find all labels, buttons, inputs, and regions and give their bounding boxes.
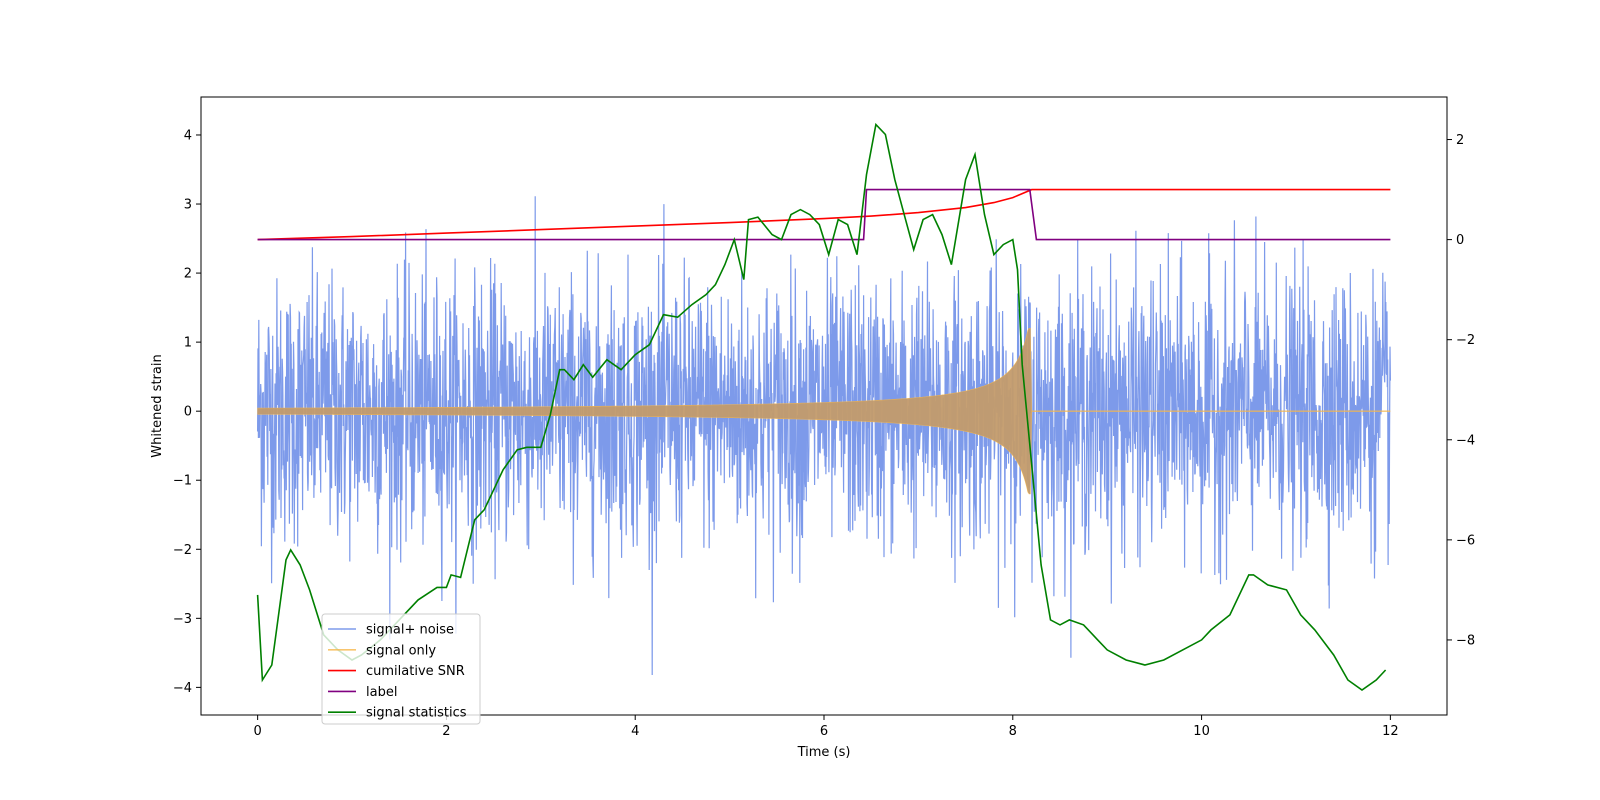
y-left-tick-label: 2	[184, 267, 192, 282]
y-left-tick-label: 1	[184, 336, 192, 351]
x-tick-label: 6	[820, 724, 828, 739]
right-y-axis-ticks: −8 −6 −4 −2 0 2	[1447, 133, 1475, 648]
x-tick-label: 4	[631, 724, 639, 739]
y-left-tick-label: −1	[173, 474, 192, 489]
y-axis-label: Whitened strain	[150, 354, 165, 457]
legend-label: signal only	[366, 643, 436, 658]
y-left-tick-label: 3	[184, 198, 192, 213]
legend-label: cumilative SNR	[366, 664, 465, 679]
y-left-tick-label: 4	[184, 128, 192, 143]
x-tick-label: 12	[1382, 724, 1399, 739]
x-tick-label: 2	[442, 724, 450, 739]
y-left-tick-label: 0	[184, 405, 192, 420]
y-right-tick-label: −4	[1456, 433, 1475, 448]
label-line	[257, 188, 1391, 241]
legend: signal+ noise signal only cumilative SNR la…	[321, 613, 481, 725]
cumulative-snr-line	[257, 188, 1391, 241]
x-tick-label: 8	[1009, 724, 1017, 739]
left-y-axis-ticks: −4 −3 −2 −1 0 1 2 3 4	[173, 128, 201, 696]
legend-label: signal statistics	[366, 706, 467, 721]
y-left-tick-label: −3	[173, 612, 192, 627]
x-axis-label: Time (s)	[797, 745, 851, 760]
legend-label: signal+ noise	[366, 623, 454, 638]
x-tick-label: 10	[1193, 724, 1210, 739]
y-left-tick-label: −4	[173, 681, 192, 696]
legend-box	[321, 613, 481, 725]
y-right-tick-label: 0	[1456, 233, 1464, 248]
x-tick-label: 0	[253, 724, 261, 739]
signal-statistics-line	[256, 122, 1387, 691]
y-right-tick-label: 2	[1456, 133, 1464, 148]
y-left-tick-label: −2	[173, 543, 192, 558]
legend-label: label	[366, 685, 397, 700]
y-right-tick-label: −8	[1456, 633, 1475, 648]
y-right-tick-label: −2	[1456, 333, 1475, 348]
y-right-tick-label: −6	[1456, 533, 1475, 548]
